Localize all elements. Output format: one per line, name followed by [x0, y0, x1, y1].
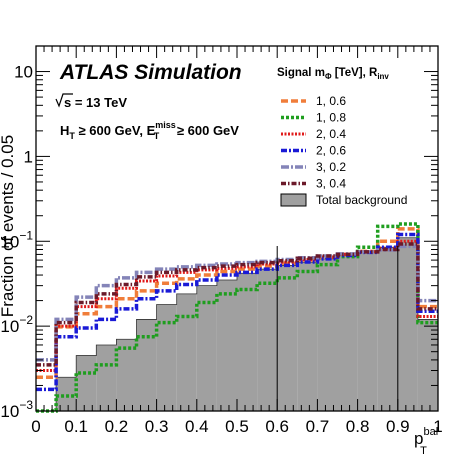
histogram-layer	[36, 222, 438, 413]
legend-entry-label: 1, 0.8	[316, 111, 346, 125]
x-tick-label: 0.2	[105, 417, 129, 436]
x-axis-label-sup: bal	[423, 426, 438, 438]
energy-annotation: s = 13 TeV	[55, 93, 127, 110]
x-tick-label: 0.6	[265, 417, 289, 436]
legend-entry-label: Total background	[316, 193, 407, 207]
legend-entry-label: 3, 0.4	[316, 177, 346, 191]
background-bar	[297, 262, 318, 411]
legend-swatch-background	[280, 193, 307, 207]
legend-title-rest: [TeV], R	[332, 67, 378, 79]
background-bar	[317, 258, 338, 411]
sqrt-symbol	[55, 93, 73, 108]
background-bar	[216, 279, 237, 411]
background-bar	[116, 339, 137, 411]
legend-title-sub2: inv	[377, 72, 389, 81]
selection-annotation: HT ≥ 600 GeV, Emiss T ≥ 600 GeV	[60, 120, 239, 141]
signal-series-line	[36, 227, 438, 379]
chart-title: ATLAS Simulation	[59, 61, 242, 84]
x-tick-label: 0.4	[185, 417, 209, 436]
background-bar	[357, 252, 378, 411]
y-tick-label: 10−1	[0, 228, 33, 251]
y-tick-label: 10−3	[0, 398, 33, 421]
background-bar	[96, 344, 117, 411]
signal-series-line	[36, 222, 438, 413]
sel-ht-sub: T	[69, 131, 75, 141]
y-axis-label: Fraction of events / 0.05	[0, 135, 17, 317]
x-axis-label-sub: T	[420, 445, 427, 457]
x-tick-label: 0.5	[225, 417, 249, 436]
signal-series-line	[36, 242, 438, 367]
legend-title-sub: Φ	[325, 72, 332, 81]
legend: 1, 0.6 1, 0.8 2, 0.4 2, 0.6 3, 0.2 3, 0.4 Tota…	[280, 94, 407, 207]
background-bar	[136, 319, 157, 411]
background-bar	[176, 293, 197, 411]
x-tick-label: 0	[31, 417, 40, 436]
background-bar	[397, 237, 418, 411]
sel-ht-rest: ≥ 600 GeV, E	[75, 123, 156, 138]
x-axis-label: pbal T	[414, 426, 438, 457]
background-bar	[277, 265, 298, 411]
sel-met-rest: ≥ 600 GeV	[173, 123, 239, 138]
legend-entry-label: 2, 0.4	[316, 127, 346, 141]
legend-title-main: Signal m	[277, 67, 325, 79]
legend-entry-label: 2, 0.6	[316, 144, 346, 158]
background-bar	[237, 273, 258, 411]
x-tick-label: 0.9	[386, 417, 410, 436]
sel-met-sub: T	[154, 131, 160, 141]
x-axis-label-main: p	[414, 429, 423, 448]
legend-entry-label: 1, 0.6	[316, 94, 346, 108]
legend-title: Signal mΦ [TeV], Rinv	[277, 67, 389, 81]
background-bar	[417, 319, 438, 411]
vertical-lines	[276, 246, 399, 411]
sel-ht: H	[60, 123, 69, 138]
x-tick-label: 1	[433, 417, 442, 436]
x-tick-label: 0.1	[64, 417, 88, 436]
energy-text: s = 13 TeV	[64, 95, 127, 110]
background-bar	[76, 355, 97, 411]
x-tick-label: 0.7	[306, 417, 330, 436]
x-tick-label: 0.3	[145, 417, 169, 436]
background-bar	[257, 269, 278, 411]
background-bar	[196, 285, 217, 411]
background-bar	[56, 377, 77, 411]
y-tick-label: 10	[14, 63, 33, 82]
background-bar	[156, 304, 177, 411]
x-tick-label: 0.8	[346, 417, 370, 436]
y-tick-label: 1	[24, 147, 33, 166]
y-tick-label: 10−2	[0, 313, 33, 336]
background-bar	[337, 255, 358, 411]
sel-met-sup: miss	[155, 120, 176, 130]
signal-series-line	[36, 239, 438, 373]
background-bar	[377, 247, 398, 411]
legend-entry-label: 3, 0.2	[316, 160, 346, 174]
axis-ticks: 0 0.1 0.2 0.3 0.4 0.5 0.6 0.7 0.8 0.9 1 10−3 10−2 10−…	[0, 45, 443, 436]
